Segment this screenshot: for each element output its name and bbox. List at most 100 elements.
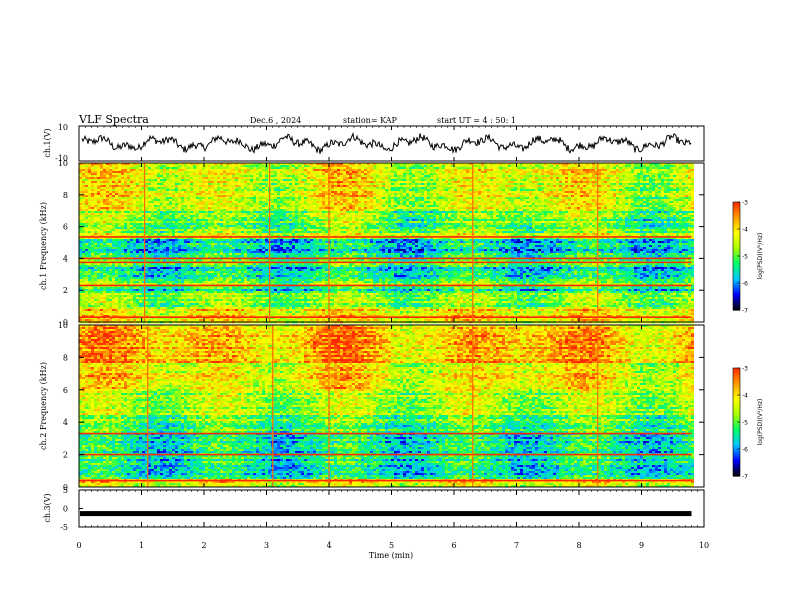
ch1-spectrogram-pixel <box>133 171 137 174</box>
ch1-spectrogram-pixel <box>520 175 524 178</box>
ch1-spectrogram-pixel <box>511 177 515 180</box>
ch1-spectrogram-pixel <box>472 169 476 172</box>
ch1-spectrogram-pixel <box>697 205 700 207</box>
ch1-trace <box>81 132 692 155</box>
ch1-spectrogram-pixel <box>544 171 548 174</box>
ch1-spectrogram-pixel <box>502 171 506 174</box>
ch1-spectrogram-pixel <box>283 179 287 182</box>
ch1-spectrogram-pixel <box>604 181 608 184</box>
ch1-spectrogram-pixel <box>475 185 479 188</box>
ch1-spectrogram-pixel <box>367 179 371 182</box>
ch1-spectrogram-pixel <box>175 173 179 176</box>
ch1-spectrogram-pixel <box>430 185 434 188</box>
ch1-spectrogram-pixel <box>325 185 329 188</box>
ch1-spectrogram-pixel <box>208 187 212 190</box>
ch1-spectrogram-pixel <box>103 185 107 188</box>
ch1-spectrogram-pixel <box>415 171 419 174</box>
ch1-spectrogram-pixel <box>574 185 578 188</box>
ch1-spectrogram-pixel <box>127 177 131 180</box>
ch1-spectrogram-pixel <box>214 189 218 192</box>
ch1-spectrogram-pixel <box>187 187 191 190</box>
ch1-spectrogram-pixel <box>358 165 362 168</box>
ch1-spectrogram-pixel <box>286 171 290 174</box>
ch1-spectrogram-pixel <box>331 169 335 172</box>
ch1-spectrogram-pixel <box>664 183 668 186</box>
ch1-spectrogram-pixel <box>439 163 443 166</box>
ch1-spectrogram-pixel <box>694 193 697 195</box>
ch1-spectrogram-pixel <box>574 179 578 182</box>
ch1-spectrogram-pixel <box>415 165 419 168</box>
ch1-spectrogram-pixel <box>604 179 608 182</box>
ch1-spectrogram-pixel <box>589 187 593 190</box>
ch1-spectrogram-pixel <box>226 163 230 166</box>
ch1-spectrogram-pixel <box>136 165 140 168</box>
ch1-spectrogram-pixel <box>178 173 182 176</box>
ch1-spectrogram-pixel <box>685 185 689 188</box>
ch1-spectrogram-pixel <box>676 179 680 182</box>
ch1-spectrogram-pixel <box>514 175 518 178</box>
ch1-spectrogram-pixel <box>577 185 581 188</box>
ch1-spectrogram-pixel <box>427 169 431 172</box>
ch1-spectrogram-pixel <box>676 173 680 176</box>
ch1-spectrogram-pixel <box>190 183 194 186</box>
ch1-spectrogram-pixel <box>577 167 581 170</box>
ch1-spectrogram-pixel <box>217 183 221 186</box>
ch1-spectrogram-pixel <box>370 187 374 190</box>
ch1-spectrogram-pixel <box>169 189 173 192</box>
ch1-spectrogram-pixel <box>490 183 494 186</box>
ch1-spectrogram-pixel <box>307 167 311 170</box>
ch1-spectrogram-pixel <box>217 175 221 178</box>
ch1-spectrogram-pixel <box>442 169 446 172</box>
ch1-spectrogram-pixel <box>652 183 656 186</box>
ch1-spectrogram-pixel <box>136 185 140 188</box>
ch1-spectrogram-pixel <box>355 189 359 192</box>
ch1-spectrogram-pixel <box>211 169 215 172</box>
ch1-spectrogram-pixel <box>394 165 398 168</box>
ch1-spectrogram-pixel <box>481 163 485 166</box>
ch1-spectrogram-pixel <box>664 175 668 178</box>
ch1-spectrogram-pixel <box>232 177 236 180</box>
ch1-spectrogram-pixel <box>253 185 257 188</box>
ch1-spectrogram-pixel <box>460 171 464 174</box>
ch1-spectrogram-pixel <box>262 163 266 166</box>
ch1-spectrogram-pixel <box>160 171 164 174</box>
ch1-spectrogram-pixel <box>697 163 700 165</box>
ch1-spectrogram-pixel <box>139 163 143 166</box>
ch1-spectrogram-pixel <box>550 187 554 190</box>
ch1-spectrogram-pixel <box>109 163 113 166</box>
ch1-spectrogram-pixel <box>631 187 635 190</box>
ch1-spectrogram-pixel <box>397 183 401 186</box>
ch1-spectrogram-pixel <box>361 187 365 190</box>
ch1-spectrogram-pixel <box>691 179 695 182</box>
ch1-spectrogram-pixel <box>481 167 485 170</box>
ch1-spectrogram-pixel <box>265 187 269 190</box>
ch1-spectrogram-pixel <box>604 165 608 168</box>
ch1-spectrogram-pixel <box>469 173 473 176</box>
ch1-spectrogram-pixel <box>481 183 485 186</box>
ch1-spectrogram-pixel <box>343 177 347 180</box>
ch1-spectrogram-pixel <box>364 171 368 174</box>
ch1-spectrogram-pixel <box>559 175 563 178</box>
ch1-spectrogram-pixel <box>523 181 527 184</box>
ch1-spectrogram-pixel <box>325 179 329 182</box>
ch1-spectrogram-pixel <box>433 177 437 180</box>
ch1-spectrogram-pixel <box>118 185 122 188</box>
ch1-spectrogram-pixel <box>421 179 425 182</box>
ch1-spectrogram-pixel <box>169 183 173 186</box>
ch1-spectrogram-pixel <box>649 163 653 166</box>
ch1-spectrogram-pixel <box>148 187 152 190</box>
ch1-spectrogram-pixel <box>115 177 119 180</box>
ch1-spectrogram-pixel <box>580 179 584 182</box>
ch1-spectrogram-pixel <box>205 189 209 192</box>
ch1-spectrogram-pixel <box>682 177 686 180</box>
ch1-spectrogram-pixel <box>313 165 317 168</box>
ch1-spectrogram-pixel <box>403 183 407 186</box>
ch1-spectrogram-pixel <box>559 171 563 174</box>
ch1-spectrogram-pixel <box>292 187 296 190</box>
ch1-spectrogram-pixel <box>508 187 512 190</box>
ch1-spectrogram-pixel <box>433 167 437 170</box>
ch1-spectrogram-pixel <box>631 163 635 166</box>
ch1-spectrogram-pixel <box>619 181 623 184</box>
ch1-spectrogram-pixel <box>271 177 275 180</box>
ch1-spectrogram-pixel <box>433 175 437 178</box>
